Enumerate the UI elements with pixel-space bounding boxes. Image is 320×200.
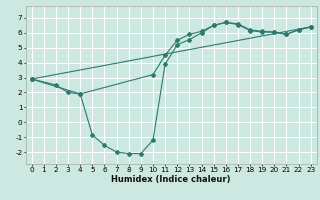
X-axis label: Humidex (Indice chaleur): Humidex (Indice chaleur): [111, 175, 231, 184]
